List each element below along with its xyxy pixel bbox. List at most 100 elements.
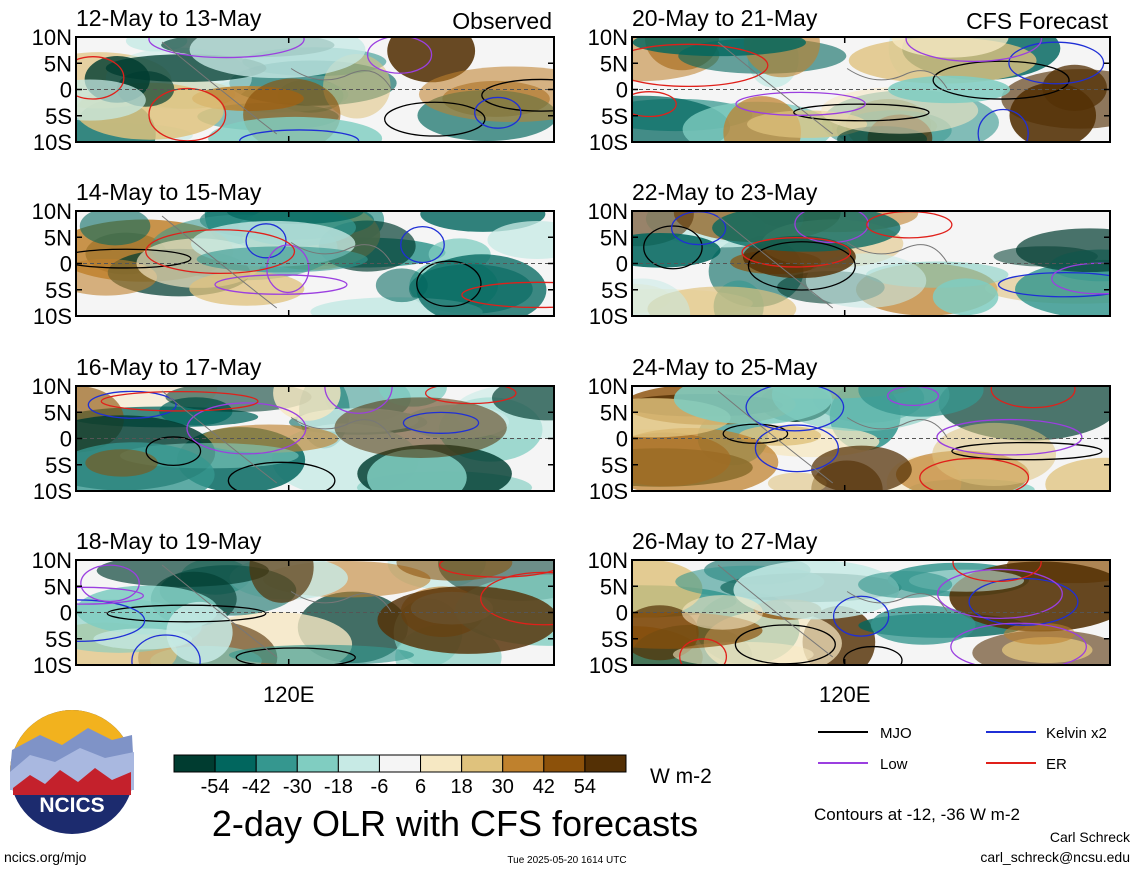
olr-anomaly-blob bbox=[733, 560, 900, 620]
contour-er bbox=[990, 386, 1076, 409]
x-tick-label: 120E bbox=[819, 682, 870, 707]
olr-anomaly-blob bbox=[858, 570, 953, 599]
contour-er bbox=[741, 237, 852, 268]
x-tick-label: 120E bbox=[263, 682, 314, 707]
panel-period: 22-May to 23-May bbox=[632, 179, 818, 205]
colorbar-tick-label: 42 bbox=[533, 776, 555, 798]
contour-low bbox=[1051, 262, 1110, 295]
olr-anomaly-blob bbox=[1015, 228, 1110, 273]
olr-anomaly-blob bbox=[226, 211, 364, 225]
y-tick-label: 0 bbox=[60, 252, 72, 277]
legend-label-er: ER bbox=[1046, 756, 1067, 773]
y-tick-label: 0 bbox=[60, 601, 72, 626]
olr-anomaly-blob bbox=[228, 644, 415, 665]
colorbar-swatch bbox=[420, 754, 463, 773]
contour-mjo bbox=[481, 78, 554, 112]
contour-mjo bbox=[235, 647, 356, 665]
olr-anomaly-blob bbox=[375, 268, 428, 303]
contour-kelvin-x2 bbox=[1008, 41, 1105, 85]
y-tick-label: 0 bbox=[616, 427, 628, 452]
olr-anomaly-blob bbox=[632, 278, 691, 316]
contour-er bbox=[461, 281, 554, 309]
contour-er bbox=[632, 91, 677, 118]
contour-kelvin-x2 bbox=[745, 386, 845, 432]
contour-er bbox=[438, 560, 554, 578]
coastline bbox=[161, 215, 392, 309]
y-tick-label: 10N bbox=[32, 25, 72, 50]
coastline bbox=[717, 564, 948, 658]
olr-anomaly-blob bbox=[396, 560, 513, 581]
y-tick-label: 10N bbox=[588, 374, 628, 399]
colorbar-tick-label: -42 bbox=[242, 776, 271, 798]
olr-anomaly-blob bbox=[1003, 622, 1076, 645]
column-header: CFS Forecast bbox=[966, 8, 1108, 34]
contour-mjo bbox=[643, 225, 703, 270]
colorbar-tick-label: -6 bbox=[371, 776, 389, 798]
olr-anomaly-blob bbox=[858, 386, 984, 417]
contour-mjo bbox=[384, 101, 486, 137]
colorbar-swatch bbox=[296, 754, 339, 773]
y-tick-label: 5S bbox=[601, 453, 628, 478]
y-tick-label: 5S bbox=[601, 278, 628, 303]
y-tick-label: 10N bbox=[32, 199, 72, 224]
contour-mjo bbox=[722, 423, 789, 444]
contour-mjo bbox=[734, 624, 836, 665]
y-tick-label: 10S bbox=[33, 653, 72, 678]
contour-kelvin-x2 bbox=[402, 411, 480, 434]
legend-label-low: Low bbox=[880, 756, 908, 773]
y-tick-label: 5N bbox=[44, 51, 72, 76]
contour-low bbox=[950, 622, 1087, 665]
contour-er bbox=[425, 386, 517, 405]
ncics-logo: NCICS bbox=[10, 710, 134, 834]
footer-email: carl_schreck@ncsu.edu bbox=[980, 849, 1130, 865]
olr-anomaly-blob bbox=[416, 254, 547, 316]
contour-low bbox=[794, 211, 869, 244]
olr-anomaly-blob bbox=[367, 449, 467, 491]
olr-anomaly-blob bbox=[166, 601, 233, 664]
colorbar-unit: W m-2 bbox=[650, 765, 712, 788]
olr-anomaly-blob bbox=[189, 37, 366, 79]
colorbar-swatch bbox=[502, 754, 545, 773]
olr-anomaly-blob bbox=[323, 54, 391, 119]
panel-period: 14-May to 15-May bbox=[76, 179, 262, 205]
contour-kelvin-x2 bbox=[474, 96, 522, 129]
contour-mjo bbox=[76, 248, 192, 269]
y-tick-label: 10N bbox=[588, 548, 628, 573]
olr-anomaly-blob bbox=[334, 397, 507, 458]
logo-text: NCICS bbox=[39, 794, 104, 817]
contour-mjo bbox=[106, 604, 267, 623]
y-tick-label: 5S bbox=[601, 104, 628, 129]
contour-low bbox=[936, 568, 1063, 619]
y-tick-label: 5S bbox=[45, 278, 72, 303]
y-tick-label: 0 bbox=[616, 601, 628, 626]
olr-shading bbox=[632, 37, 1110, 142]
olr-anomaly-blob bbox=[681, 595, 763, 630]
panel-period: 20-May to 21-May bbox=[632, 5, 818, 31]
coastline bbox=[717, 41, 948, 135]
colorbar-swatch bbox=[543, 754, 586, 773]
colorbar-swatch bbox=[255, 754, 298, 773]
y-tick-label: 0 bbox=[60, 427, 72, 452]
olr-anomaly-blob bbox=[632, 37, 806, 57]
contour-er bbox=[952, 560, 1042, 583]
olr-anomaly-blob bbox=[189, 271, 305, 306]
y-tick-label: 10N bbox=[588, 25, 628, 50]
y-tick-label: 10S bbox=[589, 304, 628, 329]
colorbar-tick-label: 6 bbox=[415, 776, 426, 798]
contour-mjo bbox=[747, 241, 856, 291]
contour-mjo bbox=[951, 441, 1103, 461]
footer-author: Carl Schreck bbox=[1050, 829, 1131, 845]
contour-kelvin-x2 bbox=[968, 577, 1079, 626]
colorbar-swatch bbox=[461, 754, 504, 773]
y-tick-label: 5N bbox=[600, 574, 628, 599]
olr-anomaly-blob bbox=[377, 586, 554, 654]
contour-mjo bbox=[842, 645, 903, 665]
y-tick-label: 10N bbox=[32, 548, 72, 573]
